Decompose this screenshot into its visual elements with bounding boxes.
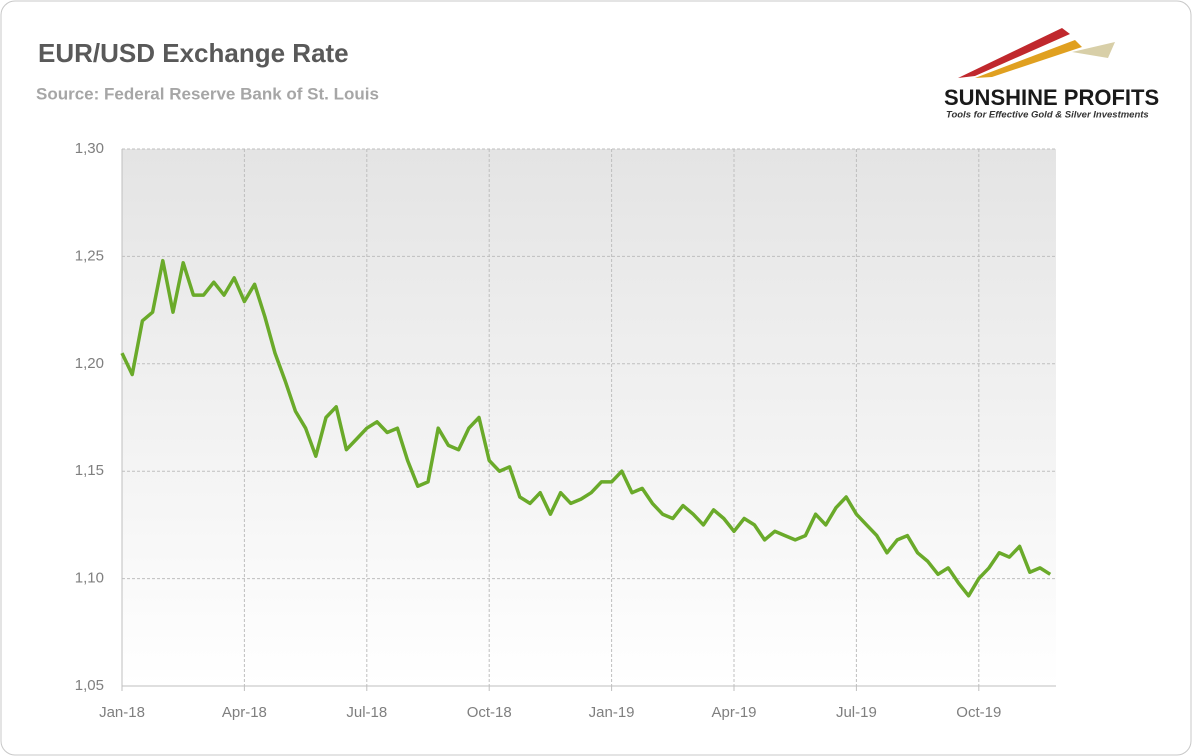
- x-tick-label: Apr-18: [222, 704, 267, 721]
- y-tick-label: 1,05: [75, 677, 104, 694]
- x-tick-label: Jul-18: [346, 704, 387, 721]
- y-tick-label: 1,30: [75, 140, 104, 157]
- logo: SUNSHINE PROFITS Tools for Effective Gol…: [944, 28, 1159, 121]
- x-tick-label: Oct-18: [467, 704, 512, 721]
- line-series: [120, 258, 1052, 598]
- logo-name: SUNSHINE PROFITS: [944, 85, 1159, 110]
- x-tick-label: Jul-19: [836, 704, 877, 721]
- logo-tagline: Tools for Effective Gold & Silver Invest…: [946, 110, 1149, 121]
- y-tick-label: 1,20: [75, 355, 104, 372]
- x-tick-label: Oct-19: [956, 704, 1001, 721]
- x-tick-label: Jan-19: [589, 704, 635, 721]
- plot-area: [122, 149, 1056, 686]
- x-tick-label: Apr-19: [711, 704, 756, 721]
- logo-swoosh: [975, 40, 1082, 78]
- y-tick-label: 1,15: [75, 462, 104, 479]
- logo-swoosh: [1072, 42, 1115, 58]
- y-tick-label: 1,10: [75, 570, 104, 587]
- logo-swoosh: [958, 28, 1070, 78]
- y-tick-label: 1,25: [75, 247, 104, 264]
- x-tick-label: Jan-18: [99, 704, 145, 721]
- chart-subtitle: Source: Federal Reserve Bank of St. Loui…: [36, 84, 379, 103]
- chart-title: EUR/USD Exchange Rate: [38, 38, 349, 68]
